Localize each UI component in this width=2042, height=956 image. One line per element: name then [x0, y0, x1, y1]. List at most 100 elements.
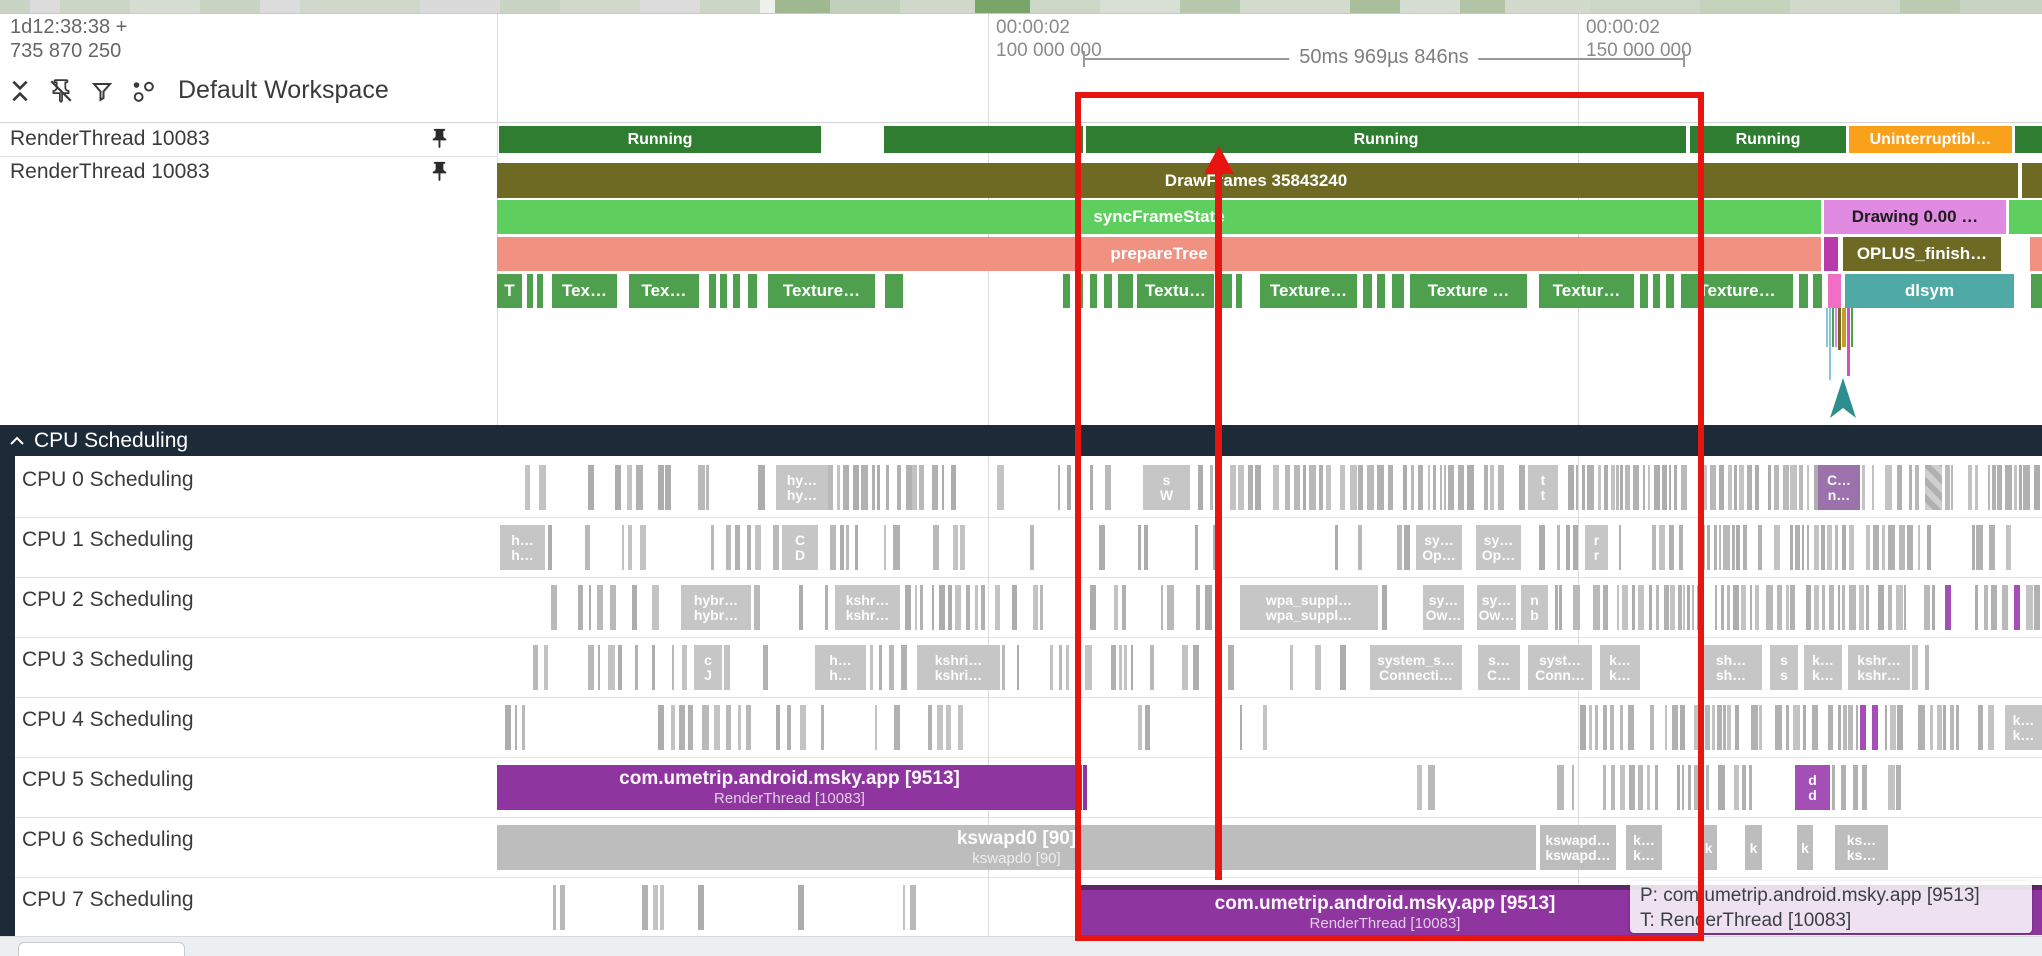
sched-slice[interactable]: [1040, 585, 1043, 630]
sched-slice[interactable]: [614, 465, 621, 510]
sched-slice[interactable]: [1090, 585, 1097, 630]
sched-slice[interactable]: [1114, 585, 1118, 630]
sched-slice[interactable]: [652, 645, 656, 690]
sched-slice[interactable]: [1849, 525, 1855, 570]
slice[interactable]: Running: [1690, 126, 1846, 153]
sched-slice[interactable]: [608, 645, 615, 690]
cpu-slice[interactable]: syst… Conn…: [1528, 645, 1592, 690]
sched-slice[interactable]: [1758, 525, 1763, 570]
sched-slice[interactable]: [1302, 465, 1307, 510]
sched-slice[interactable]: [951, 465, 957, 510]
bottom-panel-tab[interactable]: [18, 942, 185, 956]
sched-slice[interactable]: [640, 525, 647, 570]
sched-slice[interactable]: [1822, 585, 1826, 630]
sched-slice[interactable]: [1012, 585, 1018, 630]
minimap-segment[interactable]: [260, 0, 300, 13]
sched-slice[interactable]: [658, 705, 664, 750]
minimap-segment[interactable]: [30, 0, 60, 13]
sched-slice[interactable]: [1616, 465, 1619, 510]
slice[interactable]: [2009, 200, 2042, 234]
sched-slice[interactable]: [1619, 525, 1622, 570]
slice[interactable]: [748, 274, 757, 308]
minimap-segment[interactable]: [1400, 0, 1460, 13]
cpu-slice[interactable]: [1860, 705, 1866, 750]
cpu-slice[interactable]: [1872, 705, 1878, 750]
sched-slice[interactable]: [1144, 525, 1148, 570]
minimap-segment[interactable]: [975, 0, 1030, 13]
sched-slice[interactable]: [1588, 705, 1593, 750]
sched-slice[interactable]: [1773, 525, 1781, 570]
sched-slice[interactable]: [1692, 585, 1695, 630]
sched-slice[interactable]: [1714, 585, 1718, 630]
sched-slice[interactable]: [1642, 465, 1646, 510]
sched-slice[interactable]: [936, 705, 943, 750]
cpu-slice[interactable]: h… h…: [500, 525, 545, 570]
cpu-slice[interactable]: kshr… kshr…: [1848, 645, 1910, 690]
sched-slice[interactable]: [1229, 465, 1236, 510]
cpu-slice[interactable]: C… n…: [1818, 465, 1860, 510]
sched-slice[interactable]: [552, 885, 557, 930]
sched-slice[interactable]: [1603, 465, 1609, 510]
sched-slice[interactable]: [505, 705, 512, 750]
sched-slice[interactable]: [1888, 525, 1896, 570]
sched-slice[interactable]: [550, 585, 558, 630]
sched-slice[interactable]: [1367, 465, 1374, 510]
sched-slice[interactable]: [1130, 645, 1134, 690]
sched-slice[interactable]: [754, 585, 761, 630]
cpu-slice[interactable]: k: [1797, 825, 1813, 870]
sched-slice[interactable]: [1888, 585, 1893, 630]
sched-slice[interactable]: [853, 465, 859, 510]
sched-slice[interactable]: [1955, 705, 1959, 750]
sched-slice[interactable]: [1871, 465, 1875, 510]
sched-slice[interactable]: [1538, 525, 1545, 570]
sched-slice[interactable]: [981, 585, 986, 630]
sched-slice[interactable]: [1594, 705, 1598, 750]
sched-slice[interactable]: [1842, 705, 1847, 750]
sched-slice[interactable]: [2019, 465, 2022, 510]
sched-slice[interactable]: [1971, 525, 1975, 570]
sched-slice[interactable]: [1228, 645, 1234, 690]
sched-slice[interactable]: [1832, 765, 1835, 810]
sched-slice[interactable]: [799, 585, 803, 630]
cpu-slice[interactable]: hy… hy…: [776, 465, 828, 510]
sched-slice[interactable]: [1670, 585, 1675, 630]
sched-slice[interactable]: [1988, 525, 1996, 570]
sched-slice[interactable]: [1631, 585, 1636, 630]
slice[interactable]: Texture…: [1260, 274, 1357, 308]
minimap-segment[interactable]: [1180, 0, 1240, 13]
sched-slice[interactable]: [1908, 465, 1912, 510]
sched-slice[interactable]: [754, 525, 762, 570]
sched-slice[interactable]: [1968, 465, 1973, 510]
sched-slice[interactable]: [627, 465, 633, 510]
sched-slice[interactable]: [1749, 585, 1753, 630]
sched-slice[interactable]: [948, 585, 953, 630]
sched-slice[interactable]: [1387, 465, 1394, 510]
sched-slice[interactable]: [1654, 765, 1658, 810]
slice[interactable]: Drawing 0.00 …: [1824, 200, 2006, 234]
sched-slice[interactable]: [1783, 465, 1790, 510]
sched-slice[interactable]: [1680, 465, 1688, 510]
sched-slice[interactable]: [874, 705, 878, 750]
sched-slice[interactable]: [1058, 465, 1061, 510]
sched-slice[interactable]: [1160, 585, 1164, 630]
sched-slice[interactable]: [1122, 585, 1127, 630]
sched-slice[interactable]: [1573, 585, 1581, 630]
slice[interactable]: [720, 274, 727, 308]
sched-slice[interactable]: [1862, 465, 1866, 510]
sched-slice[interactable]: [914, 585, 917, 630]
sched-slice[interactable]: [1855, 705, 1859, 750]
minimap-segment[interactable]: [130, 0, 200, 13]
sched-slice[interactable]: [1195, 585, 1200, 630]
sched-slice[interactable]: [1272, 465, 1280, 510]
sched-slice[interactable]: [1755, 465, 1760, 510]
sched-slice[interactable]: [1555, 585, 1558, 630]
slice[interactable]: syncFrameState: [497, 200, 1821, 234]
sched-slice[interactable]: [1458, 465, 1465, 510]
sched-slice[interactable]: [1785, 705, 1789, 750]
sched-slice[interactable]: [909, 885, 917, 930]
sched-slice[interactable]: [1974, 465, 1978, 510]
cpu-slice[interactable]: sy… Op…: [1416, 525, 1462, 570]
sched-slice[interactable]: [1991, 585, 1998, 630]
sched-slice[interactable]: [1099, 525, 1105, 570]
sched-slice[interactable]: [839, 525, 844, 570]
